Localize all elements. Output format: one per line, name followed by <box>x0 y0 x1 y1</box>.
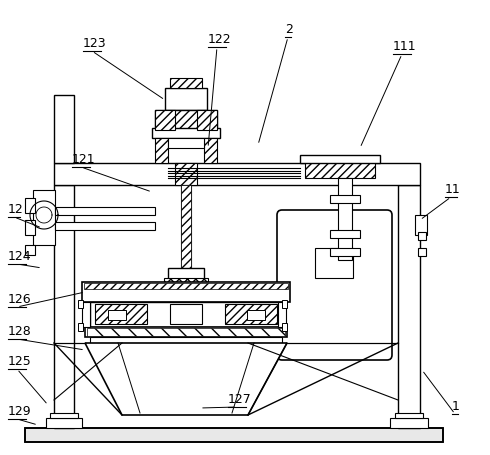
Bar <box>282 300 287 308</box>
Text: 126: 126 <box>8 293 32 306</box>
Bar <box>25 245 35 255</box>
FancyBboxPatch shape <box>277 210 392 360</box>
Bar <box>82 282 290 302</box>
Bar <box>300 155 380 163</box>
Polygon shape <box>85 343 287 415</box>
Bar <box>168 268 204 280</box>
Text: 129: 129 <box>8 405 32 418</box>
Bar <box>108 310 126 320</box>
Bar <box>278 302 286 327</box>
Bar <box>82 302 90 327</box>
Bar <box>155 138 168 163</box>
Bar <box>181 185 191 285</box>
Text: 1: 1 <box>452 400 460 413</box>
Bar <box>315 248 353 278</box>
Bar <box>155 110 175 130</box>
Text: 125: 125 <box>8 355 32 368</box>
Bar <box>175 163 197 185</box>
Text: 111: 111 <box>393 40 416 53</box>
Bar <box>55 222 155 230</box>
Bar <box>54 163 420 185</box>
Bar <box>330 248 360 256</box>
Text: 124: 124 <box>8 250 32 263</box>
Bar <box>305 158 375 178</box>
Bar <box>338 178 352 260</box>
Text: 121: 121 <box>72 153 96 166</box>
Text: 123: 123 <box>83 37 107 50</box>
Bar <box>50 413 78 418</box>
Bar <box>95 304 147 324</box>
Text: 122: 122 <box>208 33 232 46</box>
Bar <box>330 230 360 238</box>
Bar <box>54 185 74 428</box>
Bar <box>78 300 83 308</box>
Bar <box>181 185 191 285</box>
Bar <box>225 304 277 324</box>
Text: 2: 2 <box>285 23 293 36</box>
Bar <box>90 337 282 343</box>
Bar <box>170 304 202 324</box>
Bar <box>87 328 285 336</box>
Bar <box>33 190 55 245</box>
Bar <box>164 278 208 286</box>
Bar <box>418 248 426 256</box>
Bar <box>418 232 426 240</box>
Text: 128: 128 <box>8 325 32 338</box>
Bar <box>247 310 265 320</box>
Bar <box>54 95 74 163</box>
Bar <box>55 207 155 215</box>
Bar <box>78 323 83 331</box>
Bar <box>398 185 420 428</box>
Bar <box>85 327 287 337</box>
Bar <box>415 215 427 235</box>
Bar <box>168 138 204 148</box>
Bar <box>84 283 288 289</box>
Text: 127: 127 <box>228 393 252 406</box>
Text: 11: 11 <box>445 183 461 196</box>
Bar <box>197 110 217 130</box>
Bar <box>204 138 217 163</box>
Text: 12: 12 <box>8 203 24 216</box>
Bar <box>90 302 282 327</box>
Bar <box>395 413 423 418</box>
Bar <box>25 198 35 213</box>
Bar <box>25 428 443 442</box>
Bar <box>390 418 428 428</box>
Bar <box>282 323 287 331</box>
Bar <box>330 195 360 203</box>
Bar <box>155 110 217 130</box>
Bar <box>152 128 220 138</box>
Bar <box>165 88 207 110</box>
Bar <box>25 428 443 442</box>
Bar <box>170 78 202 88</box>
Bar <box>46 418 82 428</box>
Bar <box>25 220 35 235</box>
